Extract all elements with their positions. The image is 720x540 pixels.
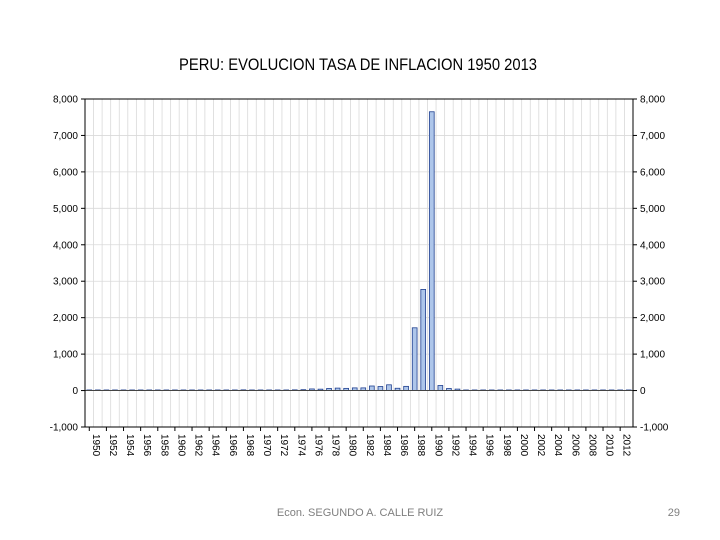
x-tick-label: 1976 [312,434,323,457]
page-number: 29 [667,507,680,519]
x-tick-label: 1982 [364,434,375,457]
y-tick-label-right: 8,000 [640,95,665,106]
x-tick-label: 1960 [175,434,186,457]
x-tick-label: 2004 [552,434,563,457]
y-tick-label-right: 2,000 [640,313,665,324]
x-tick-label: 2006 [569,434,580,457]
x-tick-label: 1968 [244,434,255,457]
bar-1989 [420,289,427,391]
x-tick-label: 2012 [621,434,632,457]
x-tick-label: 1980 [347,434,358,457]
y-tick-label-left: -1,000 [50,423,79,434]
x-tick-label: 1986 [398,434,409,457]
y-tick-label-left: 8,000 [53,95,78,106]
chart-title: PERU: EVOLUCION TASA DE INFLACION 1950 2… [179,55,537,74]
bar-1991 [437,385,444,391]
y-axis-left-labels: -1,000 0 1,000 2,000 3,000 4,000 5,000 6,000 7,0… [50,95,79,434]
y-tick-label-right: 0 [640,386,646,397]
x-tick-label: 1978 [330,434,341,457]
y-tick-label-left: 0 [72,386,78,397]
y-tick-label-right: 4,000 [640,240,665,251]
y-tick-label-left: 5,000 [53,204,78,215]
axes [81,98,637,431]
x-tick-label: 1970 [261,434,272,457]
x-tick-label: 1956 [141,434,152,457]
bar-1984 [377,386,384,391]
x-tick-label: 2010 [604,434,615,457]
x-tick-label: 1974 [295,434,306,457]
x-axis-labels: 1950 1952 1954 1956 1958 1960 1962 1964 1966 1968… [90,434,632,457]
y-tick-label-left: 4,000 [53,240,78,251]
y-tick-label-right: 5,000 [640,204,665,215]
x-tick-label: 1954 [124,434,135,457]
x-tick-label: 1990 [432,434,443,457]
x-tick-label: 1964 [210,434,221,457]
bar-1990 [428,111,435,391]
x-tick-label: 1958 [158,434,169,457]
y-tick-label-left: 2,000 [53,313,78,324]
x-tick-label: 2000 [518,434,529,457]
x-tick-label: 1950 [90,434,101,457]
x-tick-label: 1988 [415,434,426,457]
y-axis-right-labels: -1,000 0 1,000 2,000 3,000 4,000 5,000 6,000 7,0… [640,95,669,434]
y-tick-label-left: 6,000 [53,167,78,178]
y-tick-label-left: 3,000 [53,277,78,288]
y-tick-label-left: 7,000 [53,131,78,142]
x-tick-label: 1998 [501,434,512,457]
x-tick-label: 1992 [449,434,460,457]
x-tick-label: 1996 [484,434,495,457]
y-tick-label-right: 1,000 [640,350,665,361]
y-tick-label-right: 3,000 [640,277,665,288]
x-tick-label: 2002 [535,434,546,457]
x-tick-label: 2008 [586,434,597,457]
x-tick-label: 1952 [107,434,118,457]
plot-frame [84,98,634,428]
x-tick-label: 1972 [278,434,289,457]
x-tick-label: 1984 [381,434,392,457]
y-tick-label-right: 7,000 [640,131,665,142]
y-tick-label-right: 6,000 [640,167,665,178]
grid-lines [84,98,634,428]
x-tick-label: 1966 [227,434,238,457]
bar-1987 [403,385,409,391]
bar-1983 [369,385,375,391]
y-tick-label-left: 1,000 [53,350,78,361]
bar-1985 [386,384,392,391]
x-tick-label: 1962 [193,434,204,457]
author-footer: Econ. SEGUNDO A. CALLE RUIZ [276,507,444,519]
bar-1988 [411,327,418,391]
y-tick-label-right: -1,000 [640,423,669,434]
x-tick-label: 1994 [467,434,478,457]
